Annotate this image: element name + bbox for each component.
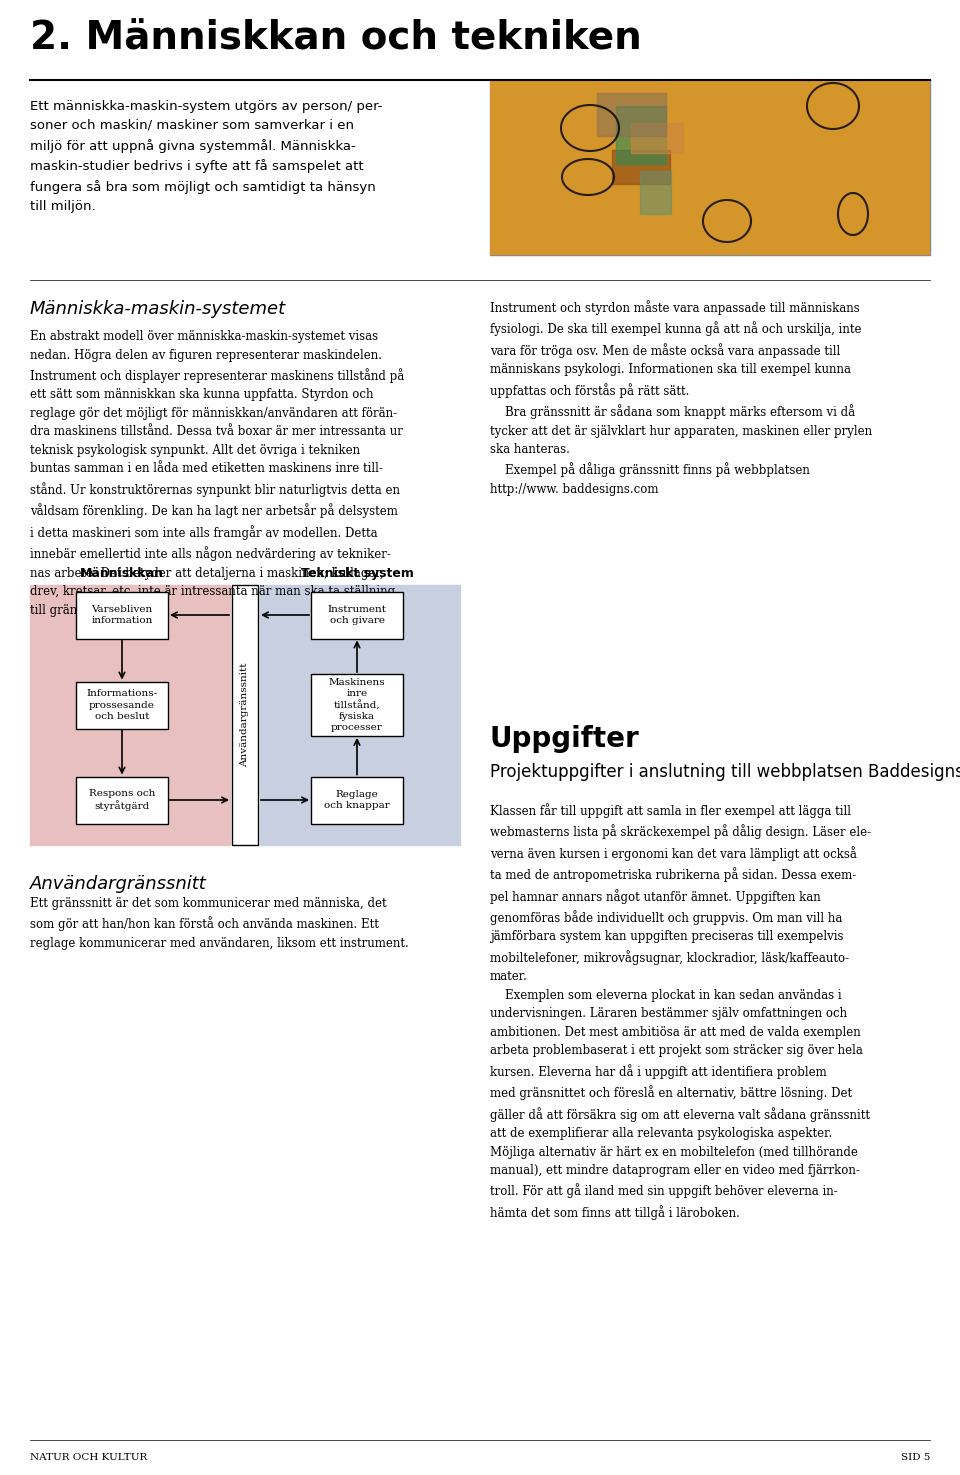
Text: Tekniskt system: Tekniskt system bbox=[300, 566, 414, 580]
Bar bbox=[260, 586, 460, 845]
Text: Instrument
och givare: Instrument och givare bbox=[327, 605, 387, 625]
Bar bbox=[30, 586, 230, 845]
Bar bbox=[612, 150, 670, 184]
Text: Instrument och styrdon måste vara anpassade till människans
fysiologi. De ska ti: Instrument och styrdon måste vara anpass… bbox=[490, 299, 872, 496]
Text: Ett människka-maskin-system utgörs av person/ per-
soner och maskin/ maskiner so: Ett människka-maskin-system utgörs av pe… bbox=[30, 100, 382, 212]
Text: Ett gränssnitt är det som kommunicerar med människa, det
som gör att han/hon kan: Ett gränssnitt är det som kommunicerar m… bbox=[30, 897, 409, 950]
Text: Reglage
och knappar: Reglage och knappar bbox=[324, 791, 390, 810]
FancyBboxPatch shape bbox=[490, 80, 930, 255]
FancyBboxPatch shape bbox=[76, 681, 168, 729]
Bar bbox=[232, 586, 258, 845]
Text: Projektuppgifter i anslutning till webbplatsen Baddesigns.com: Projektuppgifter i anslutning till webbp… bbox=[490, 763, 960, 780]
Bar bbox=[232, 586, 258, 845]
Text: Respons och
styråtgärd: Respons och styråtgärd bbox=[89, 789, 156, 811]
FancyBboxPatch shape bbox=[76, 776, 168, 823]
Text: Klassen får till uppgift att samla in fler exempel att lägga till
webmasterns li: Klassen får till uppgift att samla in fl… bbox=[490, 802, 871, 1220]
Text: Maskinens
inre
tillstånd,
fysiska
processer: Maskinens inre tillstånd, fysiska proces… bbox=[328, 677, 385, 733]
Bar bbox=[631, 122, 683, 153]
FancyBboxPatch shape bbox=[311, 674, 403, 736]
Bar bbox=[597, 93, 666, 136]
Bar bbox=[616, 106, 666, 164]
Text: Varsebliven
information: Varsebliven information bbox=[91, 605, 153, 625]
Text: Användargränssnitt: Användargränssnitt bbox=[241, 662, 250, 767]
Text: NATUR OCH KULTUR: NATUR OCH KULTUR bbox=[30, 1453, 147, 1462]
FancyBboxPatch shape bbox=[490, 80, 930, 255]
FancyBboxPatch shape bbox=[76, 591, 168, 639]
Text: SID 5: SID 5 bbox=[900, 1453, 930, 1462]
Text: Människka-maskin-systemet: Människka-maskin-systemet bbox=[30, 299, 286, 319]
Text: Människkan: Människkan bbox=[80, 566, 164, 580]
FancyBboxPatch shape bbox=[311, 591, 403, 639]
Text: Uppgifter: Uppgifter bbox=[490, 726, 639, 754]
Text: 2. Människkan och tekniken: 2. Människkan och tekniken bbox=[30, 21, 641, 58]
Bar bbox=[640, 171, 671, 214]
Text: En abstrakt modell över människka-maskin-systemet visas
nedan. Högra delen av fi: En abstrakt modell över människka-maskin… bbox=[30, 330, 404, 617]
Text: Användargränssnitt: Användargränssnitt bbox=[30, 875, 206, 892]
Text: Informations-
prossesande
och beslut: Informations- prossesande och beslut bbox=[86, 689, 157, 721]
FancyBboxPatch shape bbox=[311, 776, 403, 823]
